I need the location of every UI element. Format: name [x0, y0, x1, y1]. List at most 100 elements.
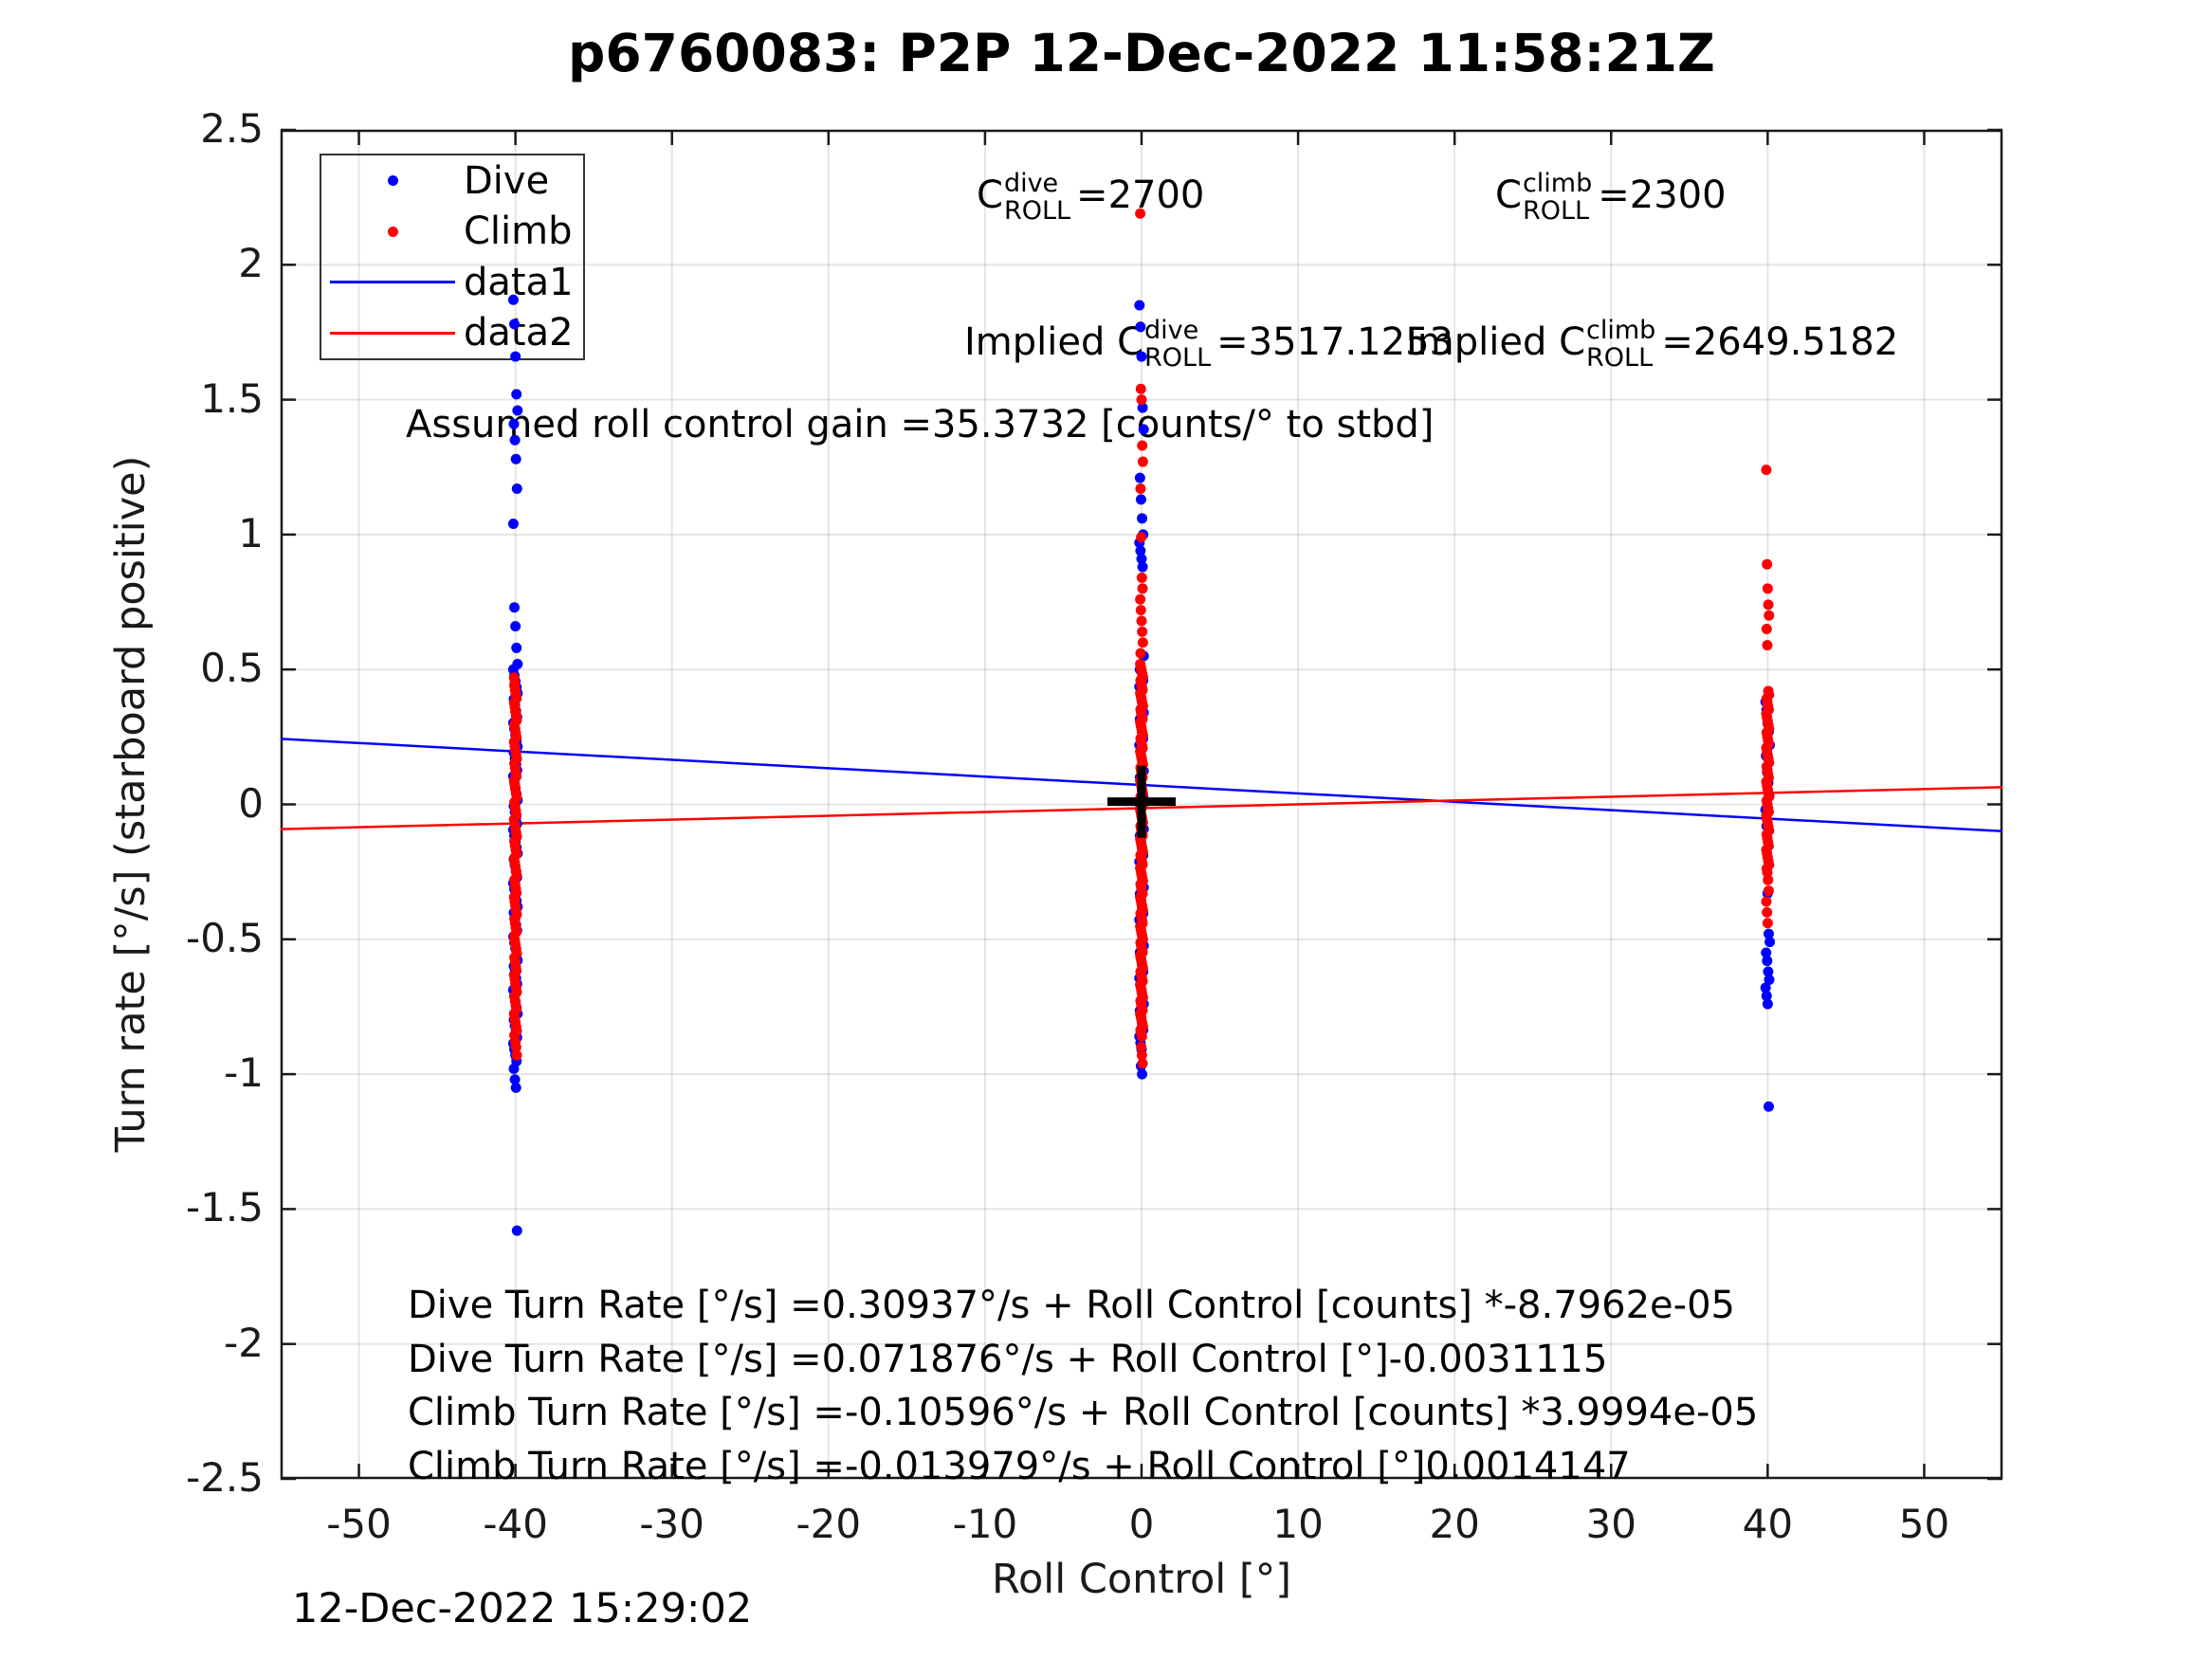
annotation-subscript: ROLL: [1003, 196, 1071, 227]
scatter-dot-climb: [511, 1049, 522, 1061]
fit-equations: Dive Turn Rate [°/s] =0.30937°/s + Roll …: [408, 1279, 1758, 1493]
y-tick-label: 2.5: [200, 105, 264, 152]
annotation-superscript: dive: [1003, 169, 1059, 198]
scatter-dot-dive: [510, 1082, 521, 1093]
scatter-dot-dive: [509, 1074, 521, 1085]
annotation-c-roll-dive: C dive ROLL =2700: [977, 168, 1204, 225]
legend-label: Dive: [464, 158, 550, 203]
annotation-value: =3517.1253: [1216, 320, 1453, 365]
scatter-dot-dive: [1762, 998, 1773, 1010]
annotation-supsub: climb ROLL: [1523, 170, 1592, 225]
dot-icon: [387, 226, 398, 237]
legend-dot-marker: [321, 226, 464, 237]
scatter-dot-climb: [1762, 906, 1773, 918]
annotation-supsub: dive ROLL: [1144, 317, 1211, 372]
annotation-subscript: ROLL: [1144, 343, 1212, 374]
legend-item-climb: Climb: [321, 207, 583, 256]
annotation-assumed-gain: Assumed roll control gain =35.3732 [coun…: [406, 403, 1435, 447]
x-tick-label: 20: [1429, 1501, 1480, 1547]
plot-area: Dive Climb data1 data2 C dive ROLL =2700 C …: [280, 128, 2003, 1488]
scatter-dot-dive: [1138, 424, 1149, 435]
annotation-c-roll-climb: C climb ROLL =2300: [1495, 168, 1727, 225]
y-tick-label: -1: [224, 1049, 264, 1097]
y-tick-label: 1.5: [200, 374, 264, 422]
legend-label: Climb: [464, 210, 573, 254]
legend-label: data1: [464, 260, 574, 304]
x-tick-label: -20: [795, 1501, 862, 1547]
scatter-dot-dive: [511, 1225, 522, 1236]
scatter-dot-climb: [1762, 558, 1773, 570]
legend-label: data2: [464, 311, 574, 356]
equation-dive-counts: Dive Turn Rate [°/s] =0.30937°/s + Roll …: [408, 1284, 1735, 1327]
y-tick-label: 0.5: [200, 645, 264, 692]
y-tick-label: 2: [238, 240, 264, 287]
scatter-dot-dive: [1136, 351, 1147, 362]
x-tick-label: 0: [1128, 1501, 1155, 1547]
legend-item-data1: data1: [321, 258, 583, 307]
scatter-dot-dive: [1137, 1068, 1148, 1080]
scatter-dot-climb: [1136, 1030, 1147, 1042]
scatter-dot-climb: [1137, 1058, 1148, 1069]
scatter-dot-climb: [1136, 394, 1147, 406]
creation-timestamp: 12-Dec-2022 15:29:02: [292, 1585, 753, 1632]
annotation-implied-c-roll-climb: Implied C climb ROLL =2649.5182: [1406, 315, 1898, 372]
x-tick-label: -50: [326, 1501, 392, 1547]
scatter-dot-dive: [508, 418, 520, 429]
scatter-dot-climb: [1763, 885, 1774, 897]
scatter-dot-dive: [509, 434, 521, 446]
scatter-dot-dive: [1764, 974, 1775, 985]
scatter-dot-dive: [1763, 966, 1774, 977]
scatter-dot-dive: [1135, 545, 1146, 556]
scatter-dot-climb: [1761, 896, 1772, 907]
scatter-dot-climb: [1135, 383, 1146, 394]
scatter-dot-climb: [1137, 583, 1148, 594]
x-tick-label: 30: [1585, 1501, 1636, 1547]
scatter-dot-dive: [507, 519, 519, 530]
y-tick-label: 0: [238, 779, 264, 827]
x-tick-label: 40: [1742, 1501, 1794, 1547]
scatter-dot-climb: [1136, 1042, 1147, 1053]
dot-icon: [387, 175, 398, 187]
legend-dot-marker: [321, 175, 464, 187]
scatter-dot-dive: [1761, 947, 1772, 958]
scatter-dot-dive: [1134, 300, 1145, 311]
scatter-dot-dive: [1137, 402, 1148, 413]
scatter-dot-climb: [1763, 599, 1774, 611]
scatter-dot-climb: [1135, 593, 1146, 605]
legend-line-marker: [321, 331, 464, 335]
annotation-text: C: [1495, 173, 1522, 218]
scatter-dot-dive: [509, 602, 521, 613]
x-axis-label: Roll Control [°]: [992, 1556, 1291, 1603]
scatter-dot-dive: [509, 319, 521, 330]
y-tick-label: -1.5: [186, 1184, 264, 1231]
x-tick-label: 10: [1272, 1501, 1324, 1547]
legend-item-dive: Dive: [321, 156, 583, 206]
annotation-superscript: climb: [1522, 169, 1593, 198]
annotation-supsub: dive ROLL: [1004, 170, 1070, 225]
scatter-dot-climb: [1136, 572, 1147, 583]
scatter-dot-climb: [1137, 440, 1148, 451]
y-tick-label: -2: [224, 1319, 264, 1366]
x-tick-label: -40: [483, 1501, 548, 1547]
legend: Dive Climb data1 data2: [320, 154, 585, 360]
scatter-dot-dive: [507, 294, 519, 305]
annotation-implied-c-roll-dive: Implied C dive ROLL =3517.1253: [964, 315, 1453, 372]
annotation-text: C: [977, 173, 1003, 218]
scatter-dot-dive: [512, 405, 523, 416]
scatter-dot-dive: [1763, 928, 1774, 939]
scatter-dot-dive: [1134, 472, 1145, 483]
annotation-superscript: dive: [1144, 316, 1199, 345]
scatter-dot-climb: [1762, 583, 1773, 594]
scatter-dot-climb: [1763, 874, 1774, 885]
scatter-dot-dive: [1762, 956, 1773, 967]
annotation-text: Implied C: [1406, 320, 1586, 365]
scatter-dot-climb: [1762, 640, 1773, 651]
equation-climb-counts: Climb Turn Rate [°/s] =-0.10596°/s + Rol…: [408, 1391, 1759, 1434]
scatter-dot-dive: [1137, 513, 1148, 524]
scatter-dot-dive: [511, 642, 522, 653]
equation-dive-degrees: Dive Turn Rate [°/s] =0.071876°/s + Roll…: [408, 1337, 1608, 1381]
scatter-dot-dive: [1761, 991, 1772, 1002]
line-icon: [330, 331, 455, 335]
annotation-text: Implied C: [964, 320, 1144, 365]
scatter-dot-climb: [1137, 456, 1148, 467]
